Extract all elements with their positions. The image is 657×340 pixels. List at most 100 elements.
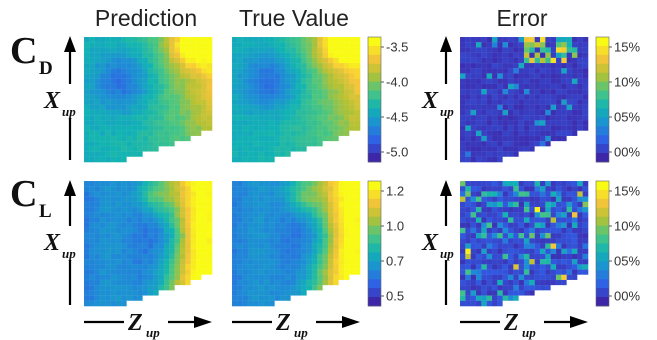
heatmap-cell [163, 130, 170, 137]
heatmap-cell [311, 36, 318, 43]
heatmap-cell [338, 99, 345, 106]
heatmap-cell [486, 42, 493, 48]
heatmap-cell [110, 94, 117, 100]
heatmap-cell [577, 83, 584, 90]
heatmap-cell [301, 52, 308, 59]
heatmap-cell [507, 141, 514, 147]
heatmap-cell [263, 201, 270, 208]
heatmap-cell [513, 83, 520, 90]
colorbar-segment [368, 90, 381, 100]
heatmap-cell [566, 109, 573, 116]
heatmap-cell [539, 62, 546, 69]
heatmap-cell [174, 264, 181, 270]
heatmap-cell [333, 201, 340, 208]
heatmap-cell [131, 83, 138, 90]
heatmap-cell [301, 120, 308, 126]
heatmap-cell [507, 52, 514, 59]
colorbar-segment [596, 153, 609, 163]
heatmap-cell [247, 114, 254, 121]
heatmap-cell [99, 212, 106, 218]
heatmap-cell [121, 141, 128, 147]
heatmap-cell [534, 227, 541, 234]
heatmap-cell [169, 109, 176, 116]
heatmap-cell [513, 114, 520, 121]
heatmap-cell [529, 78, 536, 85]
heatmap-cell [137, 83, 144, 90]
heatmap-cell [163, 36, 170, 43]
heatmap-cell [491, 186, 498, 192]
heatmap-cell [555, 222, 562, 229]
heatmap-cell [475, 186, 482, 192]
heatmap-cell [582, 227, 589, 234]
heatmap-cell [306, 290, 313, 297]
heatmap-cell [338, 135, 345, 142]
heatmap-cell [539, 186, 546, 192]
heatmap-cell [306, 201, 313, 208]
heatmap-cell [131, 201, 138, 208]
heatmap-cell [147, 73, 154, 80]
heatmap-cell [195, 99, 202, 106]
heatmap-cell [518, 78, 525, 85]
heatmap-cell [153, 83, 160, 90]
heatmap-cell [518, 227, 525, 234]
row-label-cd-main: C [10, 30, 37, 72]
heatmap-cell [470, 130, 477, 137]
heatmap-cell [269, 201, 276, 208]
heatmap-cell [258, 290, 265, 297]
heatmap-cell [137, 104, 144, 111]
heatmap-cell [322, 300, 329, 307]
heatmap-cell [110, 42, 117, 48]
heatmap-cell [322, 238, 329, 244]
heatmap-cell [153, 243, 160, 250]
heatmap-cell [311, 191, 318, 198]
heatmap-cell [306, 104, 313, 111]
heatmap-cell [475, 68, 482, 74]
heatmap-cell [529, 264, 536, 270]
heatmap-cell [231, 135, 238, 142]
heatmap-cell [206, 238, 213, 244]
heatmap-cell [110, 83, 117, 90]
heatmap-cell [354, 274, 361, 281]
heatmap-cell [465, 180, 472, 187]
heatmap-cell [306, 264, 313, 270]
heatmap-cell [163, 42, 170, 48]
heatmap-cell [169, 146, 176, 153]
heatmap-cell [126, 238, 133, 244]
heatmap-cell [322, 264, 329, 270]
heatmap-cell [105, 248, 112, 255]
heatmap-cell [174, 125, 181, 132]
heatmap-cell [279, 206, 286, 213]
heatmap-cell [497, 243, 504, 250]
heatmap-cell [571, 243, 578, 250]
heatmap-cell [153, 78, 160, 85]
heatmap-cell [89, 114, 96, 121]
heatmap-cell [237, 78, 244, 85]
heatmap-cell [105, 279, 112, 286]
heatmap-cell [147, 104, 154, 111]
heatmap-cell [301, 156, 308, 163]
heatmap-cell [534, 295, 541, 302]
heatmap-cell [582, 243, 589, 250]
heatmap-cell [295, 99, 302, 106]
heatmap-cell [529, 52, 536, 59]
heatmap-cell [242, 99, 249, 106]
heatmap-cell [322, 120, 329, 126]
heatmap-cell [311, 300, 318, 307]
heatmap-cell [142, 42, 149, 48]
heatmap-cell [195, 300, 202, 307]
heatmap-cell [539, 295, 546, 302]
heatmap-cell [301, 94, 308, 100]
heatmap-cell [263, 227, 270, 234]
heatmap-cell [502, 146, 509, 153]
heatmap-cell [486, 269, 493, 276]
heatmap-cell [343, 68, 350, 74]
heatmap-cell [502, 109, 509, 116]
heatmap-cell [153, 36, 160, 43]
heatmap-cell [269, 180, 276, 187]
colorbar-segment [368, 99, 381, 109]
heatmap-cell [571, 88, 578, 95]
heatmap-cell [295, 253, 302, 260]
heatmap-cell [142, 222, 149, 229]
heatmap-cell [481, 180, 488, 187]
heatmap-cell [582, 94, 589, 100]
